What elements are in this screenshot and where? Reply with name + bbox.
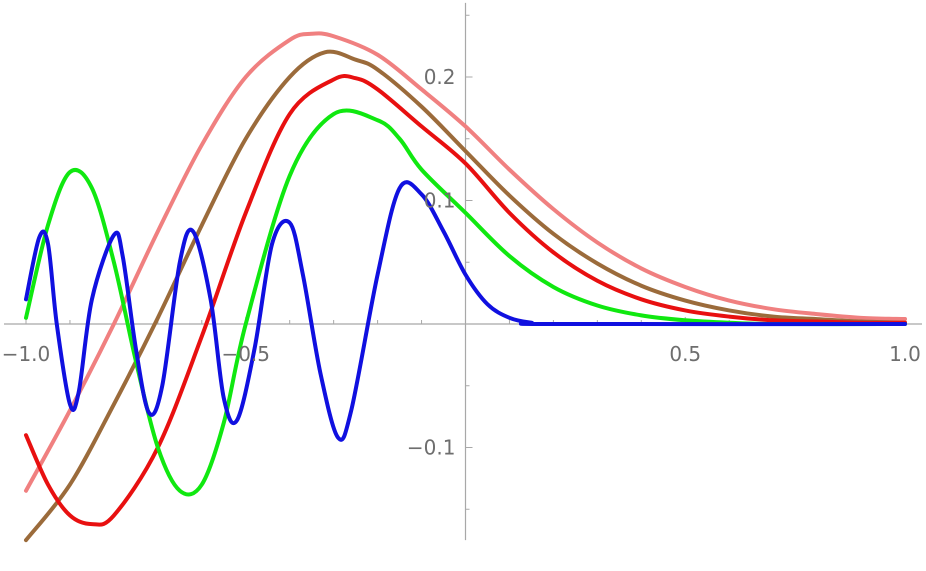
series-line-5 <box>24 180 907 442</box>
y-tick-label: 0.2 <box>424 65 456 89</box>
y-tick-label: 0.1 <box>424 189 456 213</box>
x-tick-label: −0.5 <box>221 342 270 366</box>
tick-labels: −1.0 −0.5 0.5 1.0 0.2 0.1 −0.1 <box>2 65 921 460</box>
series-layer <box>24 31 907 543</box>
series-line-2 <box>24 49 907 543</box>
x-tick-label: 0.5 <box>669 342 701 366</box>
y-tick-label: −0.1 <box>407 436 456 460</box>
series-line-1 <box>24 31 907 493</box>
x-tick-label: 1.0 <box>889 342 921 366</box>
series-line-3 <box>24 73 907 527</box>
series-line-4 <box>24 108 907 497</box>
x-tick-label: −1.0 <box>2 342 51 366</box>
